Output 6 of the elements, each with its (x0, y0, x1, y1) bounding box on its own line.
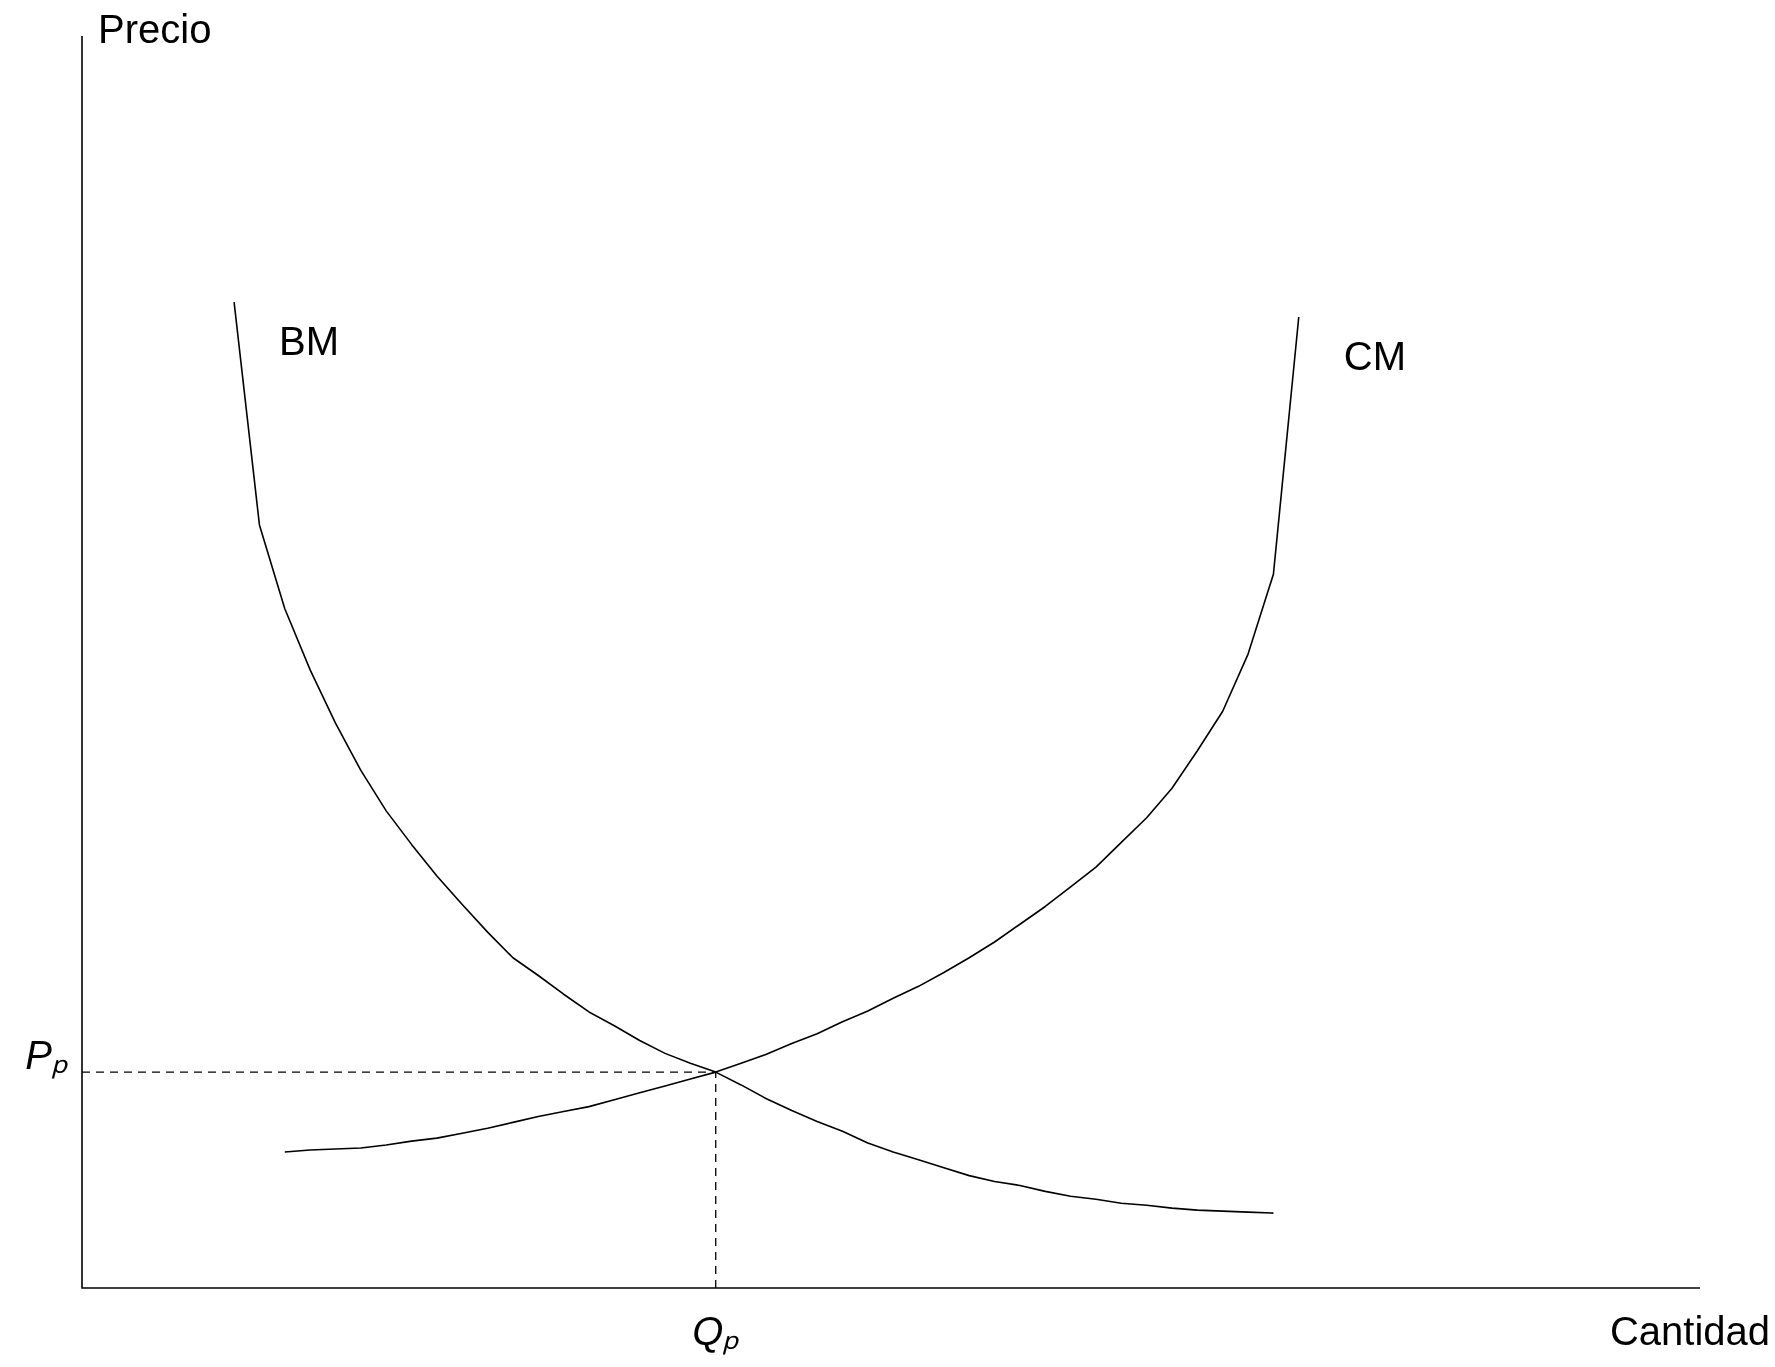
text: Precio (98, 7, 212, 52)
text: Qₚ (692, 1309, 741, 1356)
ref-line-label: Pₚ (25, 1033, 69, 1080)
series-label: BM (279, 319, 340, 364)
series-label: CM (1343, 333, 1406, 378)
x-axis-title: Cantidad (1609, 1309, 1771, 1354)
